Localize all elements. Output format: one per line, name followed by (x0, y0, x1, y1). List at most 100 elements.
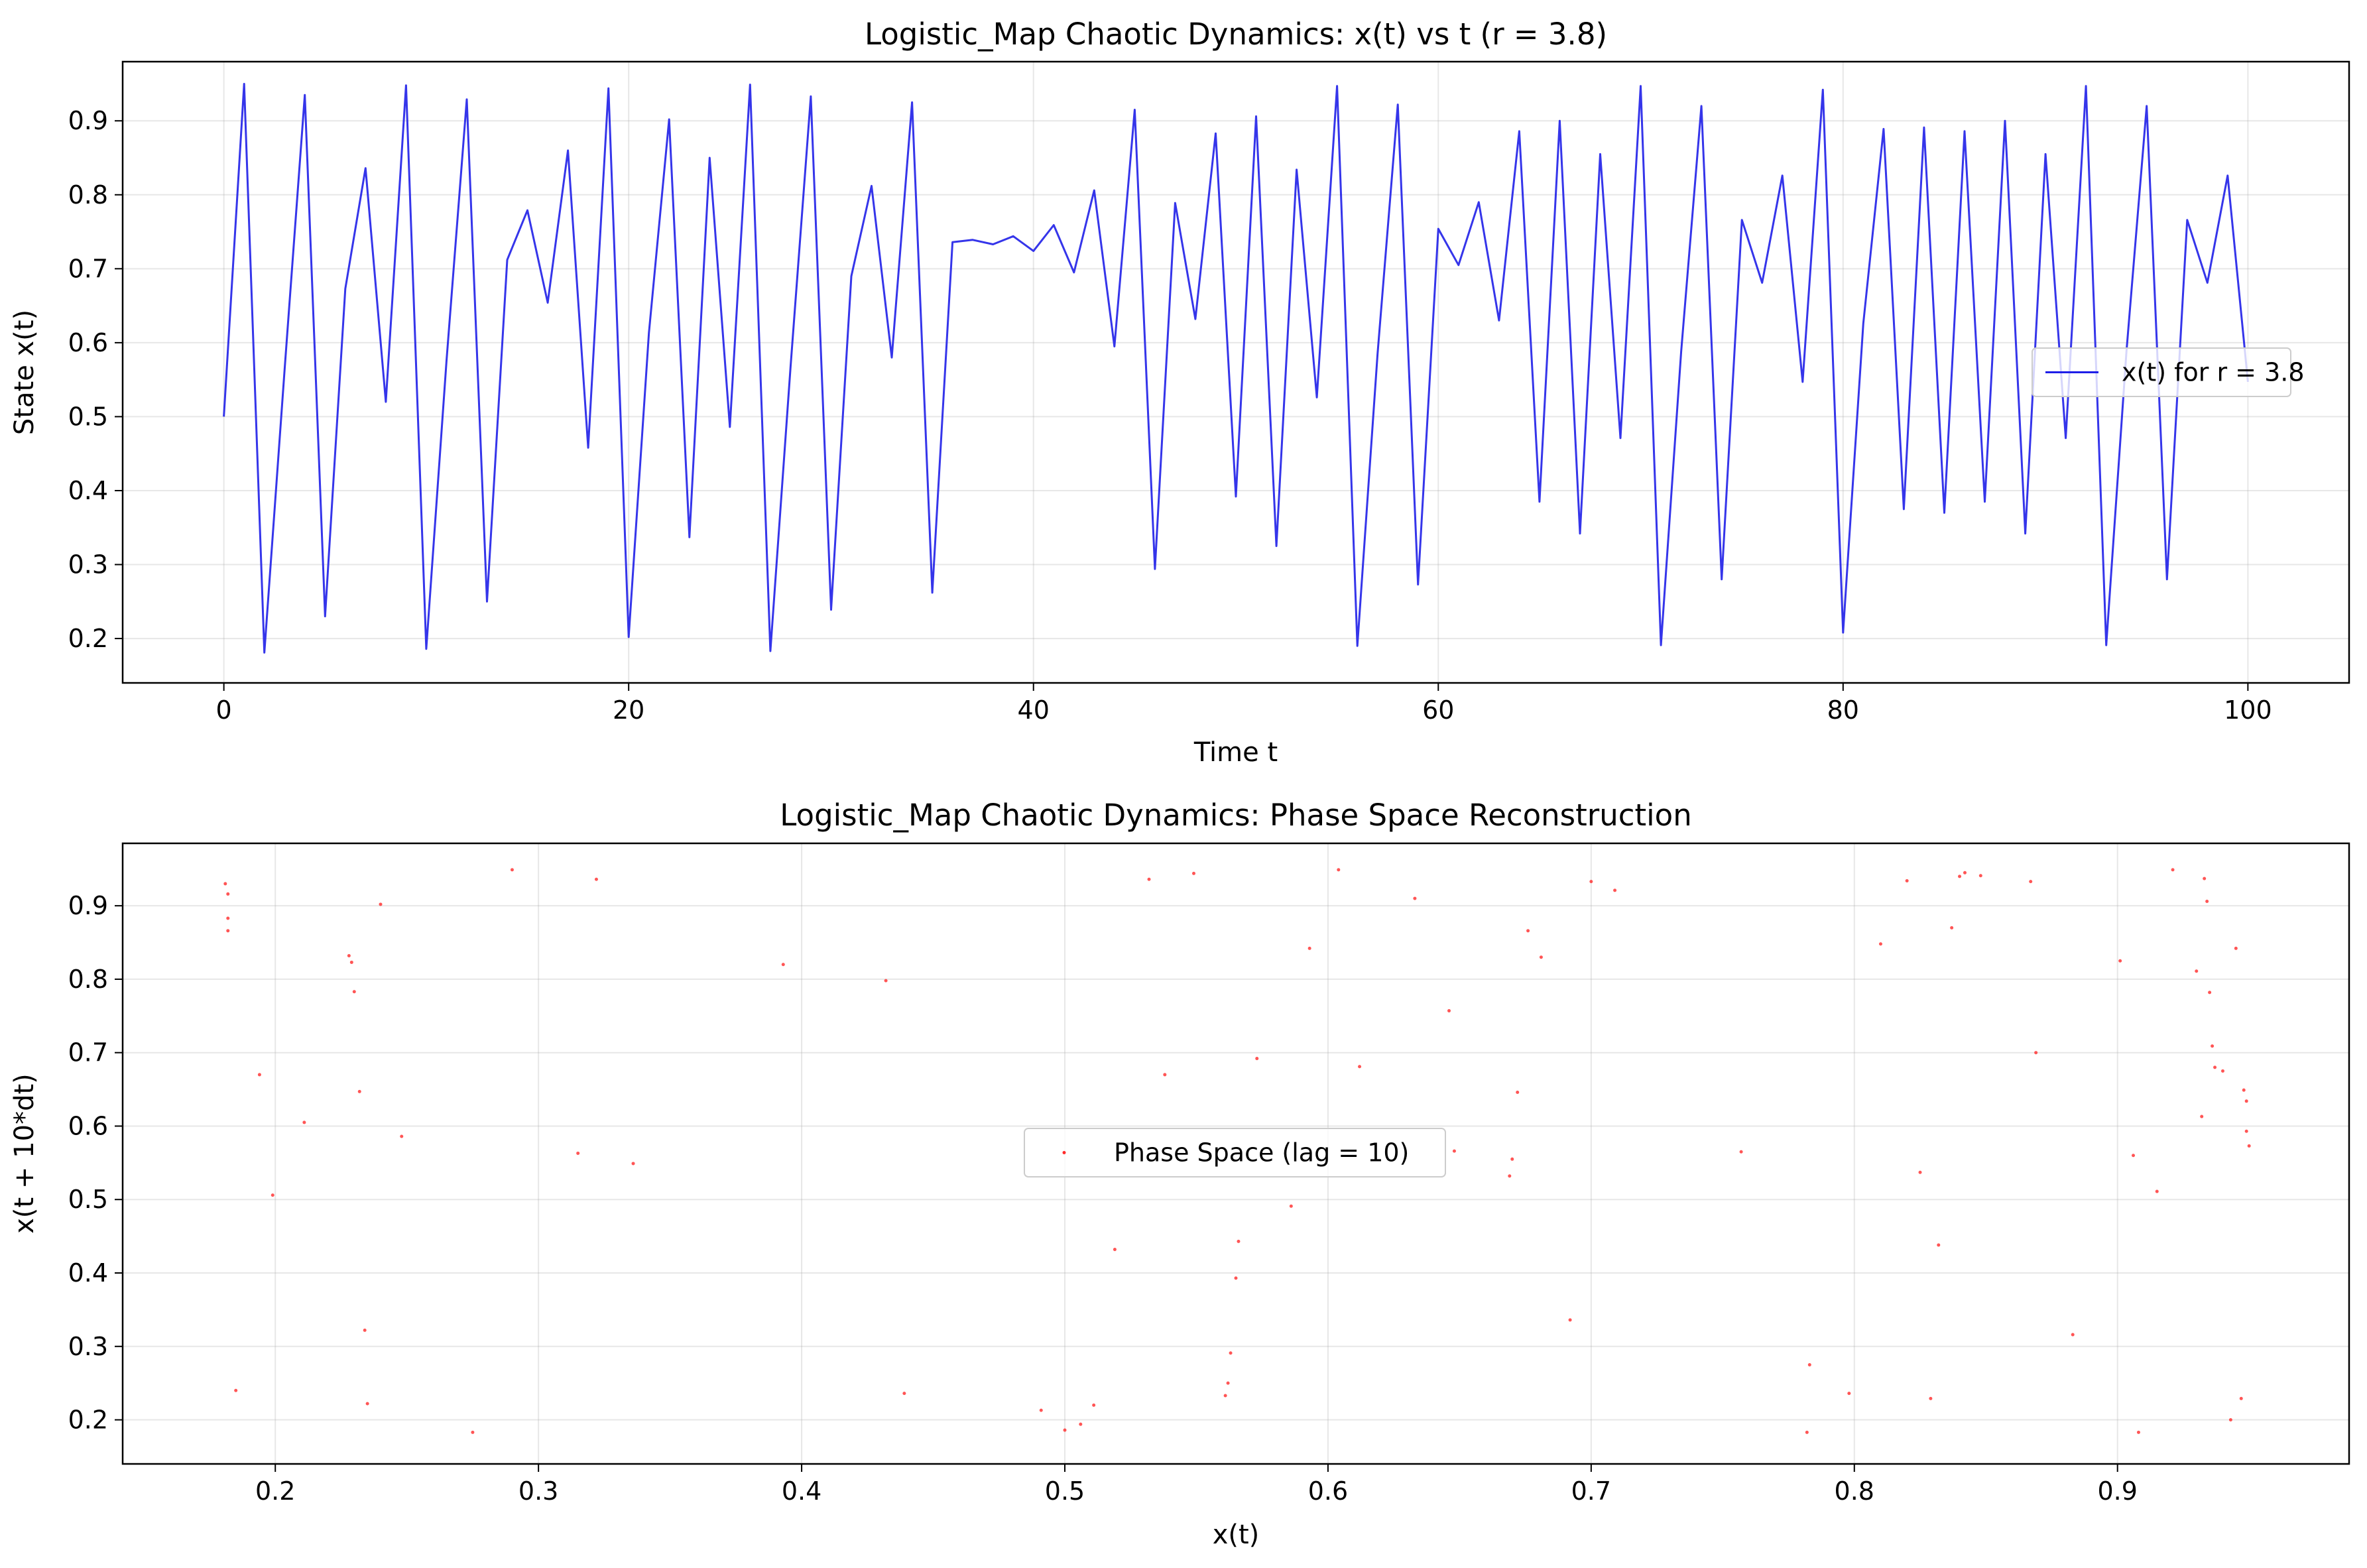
phase-space-point (2205, 900, 2209, 904)
phase-space-point (1147, 877, 1151, 881)
time-series-y-tick-label: 0.5 (68, 402, 108, 431)
phase-space-y-tick-label: 0.3 (68, 1332, 108, 1361)
phase-space-point (1079, 1422, 1083, 1426)
phase-space-point (2244, 1129, 2248, 1133)
phase-space-point (302, 1120, 306, 1124)
phase-space-point (1589, 880, 1593, 884)
time-series-y-tick-label: 0.4 (68, 476, 108, 505)
time-series-y-tick-label: 0.2 (68, 624, 108, 653)
phase-space-point (1918, 1170, 1922, 1174)
phase-space-point (1255, 1057, 1259, 1061)
phase-space-x-tick-label: 0.5 (1045, 1477, 1085, 1506)
phase-space-point (363, 1328, 367, 1332)
phase-space-point (347, 953, 351, 957)
phase-space-legend-label: Phase Space (lag = 10) (1114, 1138, 1409, 1168)
phase-space-point (2239, 1396, 2243, 1400)
phase-space-y-tick-label: 0.4 (68, 1258, 108, 1288)
phase-space-point (1508, 1174, 1512, 1178)
phase-space-point (1447, 1009, 1451, 1013)
phase-space-point (2220, 1069, 2224, 1073)
phase-space-point (400, 1134, 404, 1138)
phase-space-point (1568, 1318, 1572, 1322)
phase-space-point (1739, 1150, 1743, 1154)
phase-space-point (2211, 1044, 2215, 1048)
phase-space-point (271, 1193, 274, 1197)
phase-space-point (2203, 876, 2207, 880)
phase-space-point (1807, 1362, 1811, 1366)
phase-space-point (2155, 1189, 2159, 1193)
phase-space-legend: Phase Space (lag = 10) (1024, 1128, 1446, 1177)
phase-space-ticks: 0.2 0.3 0.4 0.5 0.6 0.7 0.8 0.9 0.2 0.3 0.4 0.5 0.6 0… (68, 891, 2138, 1506)
time-series-marks (223, 83, 2249, 654)
phase-space-point (884, 979, 888, 983)
time-series-chart: 0 20 40 60 80 100 0.2 0.3 0.4 0.5 0.6 0.7 0.8 0.9 Log… (9, 17, 2350, 768)
phase-space-point (1905, 878, 1909, 882)
phase-space-point (1613, 888, 1617, 892)
time-series-y-tick-label: 0.3 (68, 550, 108, 579)
phase-space-point (1234, 1276, 1238, 1280)
time-series-y-tick-label: 0.7 (68, 254, 108, 283)
phase-space-point (1516, 1091, 1520, 1095)
phase-space-point (1937, 1243, 1941, 1247)
phase-space-point (1510, 1157, 1514, 1161)
time-series-x-axis-label: Time t (1193, 737, 1278, 768)
phase-space-legend-swatch (1062, 1151, 1066, 1154)
phase-space-x-tick-label: 0.4 (782, 1477, 821, 1506)
phase-space-y-tick-label: 0.8 (68, 965, 108, 994)
phase-space-point (1526, 929, 1530, 933)
time-series-title: Logistic_Map Chaotic Dynamics: x(t) vs t… (865, 17, 1607, 52)
phase-space-point (2234, 946, 2238, 950)
phase-space-y-axis-label: x(t + 10*dt) (9, 1073, 40, 1233)
phase-space-x-tick-label: 0.3 (518, 1477, 558, 1506)
phase-space-point (1847, 1392, 1851, 1396)
time-series-axes-frame (121, 60, 2350, 684)
phase-space-point (2118, 959, 2122, 963)
phase-space-y-tick-label: 0.5 (68, 1185, 108, 1214)
phase-space-point (471, 1430, 475, 1434)
time-series-legend-box (2032, 347, 2291, 397)
phase-space-point (2071, 1333, 2075, 1337)
phase-space-point (2136, 1430, 2140, 1434)
time-series-legend-label: x(t) for r = 3.8 (2122, 358, 2305, 387)
time-series-x-tick-label: 0 (216, 695, 232, 725)
phase-space-point (1413, 896, 1417, 900)
phase-space-point (2244, 1099, 2248, 1103)
time-series-x-tick-label: 60 (1422, 695, 1454, 725)
time-series-series-line (223, 83, 2249, 654)
phase-space-point (1223, 1394, 1227, 1398)
phase-space-point (365, 1402, 369, 1406)
phase-space-point (1878, 942, 1882, 946)
phase-space-point (1452, 1149, 1456, 1153)
phase-space-point (594, 877, 598, 881)
phase-space-point (226, 916, 230, 920)
phase-space-point (1092, 1403, 1096, 1407)
phase-space-point (1539, 955, 1543, 959)
time-series-ticks: 0 20 40 60 80 100 0.2 0.3 0.4 0.5 0.6 0.7 0.8 0.9 (68, 106, 2272, 725)
phase-space-y-tick-label: 0.6 (68, 1111, 108, 1140)
phase-space-axes-frame (121, 842, 2350, 1465)
phase-space-y-tick-label: 0.9 (68, 891, 108, 920)
phase-space-point (1978, 874, 1982, 878)
phase-space-point (352, 990, 356, 994)
phase-space-point (2242, 1088, 2246, 1092)
phase-space-point (257, 1073, 261, 1077)
phase-space-point (1039, 1408, 1043, 1412)
phase-space-point (226, 892, 230, 896)
phase-space-point (2195, 969, 2199, 973)
phase-space-point (2208, 991, 2212, 995)
phase-space-point (2200, 1115, 2204, 1118)
phase-space-point (1958, 874, 1962, 878)
phase-space-point (1163, 1073, 1167, 1077)
phase-space-point (576, 1151, 580, 1155)
time-series-x-tick-label: 40 (1018, 695, 1050, 725)
phase-space-point (781, 963, 785, 967)
phase-space-point (1226, 1381, 1230, 1385)
phase-space-y-tick-label: 0.7 (68, 1038, 108, 1067)
phase-space-x-tick-label: 0.9 (2097, 1477, 2137, 1506)
phase-space-point (223, 882, 227, 886)
phase-space-point (902, 1392, 906, 1396)
phase-space-point (1063, 1428, 1067, 1432)
phase-space-point (1929, 1396, 1933, 1400)
phase-space-marks (223, 868, 2251, 1434)
